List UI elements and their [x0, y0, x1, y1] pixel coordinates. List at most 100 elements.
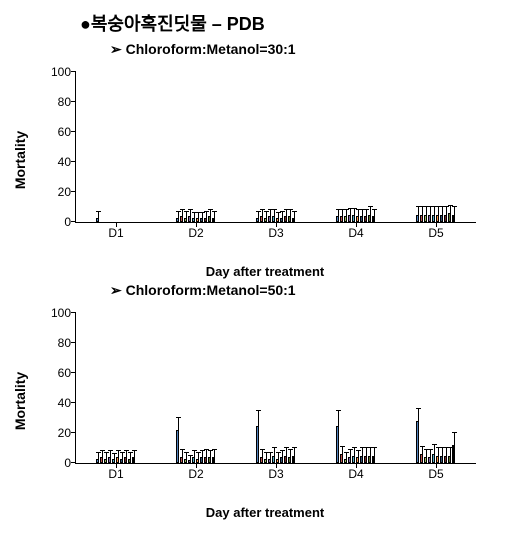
error-bar: [282, 212, 283, 218]
error-cap: [112, 453, 117, 454]
x-tick-mark: [356, 463, 357, 468]
x-axis-label: Day after treatment: [206, 264, 325, 279]
error-bar: [206, 212, 207, 218]
main-title: ●복숭아혹진딧물 – PDB: [80, 10, 519, 36]
error-bar: [274, 448, 275, 456]
error-bar: [450, 448, 451, 456]
error-bar: [278, 213, 279, 218]
error-bar: [426, 450, 427, 458]
error-cap: [188, 455, 193, 456]
error-bar: [202, 213, 203, 218]
bar: [340, 216, 343, 222]
error-cap: [200, 450, 205, 451]
bar: [336, 426, 339, 464]
x-tick-label: D2: [188, 226, 203, 240]
bar: [196, 459, 199, 464]
chart-wrap: MortalityDay after treatment020406080100…: [30, 62, 500, 257]
error-cap: [96, 452, 101, 453]
bar: [108, 457, 111, 463]
error-cap: [344, 452, 349, 453]
bar: [200, 457, 203, 463]
bar: [276, 218, 279, 223]
error-cap: [260, 449, 265, 450]
bar: [284, 216, 287, 222]
error-cap: [420, 446, 425, 447]
error-cap: [280, 450, 285, 451]
bar: [436, 215, 439, 223]
bar: [452, 215, 455, 223]
error-cap: [344, 209, 349, 210]
bar: [360, 216, 363, 222]
bar: [264, 459, 267, 464]
bar: [372, 456, 375, 464]
error-cap: [272, 447, 277, 448]
error-bar: [418, 409, 419, 421]
bar: [200, 218, 203, 223]
error-cap: [416, 408, 421, 409]
bar: [272, 216, 275, 222]
error-cap: [368, 206, 373, 207]
y-tick-label: 60: [41, 125, 71, 139]
error-bar: [354, 448, 355, 456]
error-cap: [292, 211, 297, 212]
error-bar: [278, 453, 279, 459]
error-bar: [262, 450, 263, 458]
y-tick-label: 20: [41, 426, 71, 440]
y-tick-mark: [71, 432, 76, 433]
error-bar: [446, 448, 447, 456]
bar: [432, 215, 435, 223]
error-bar: [294, 448, 295, 456]
x-tick-mark: [116, 222, 117, 227]
error-bar: [438, 448, 439, 456]
bar: [96, 218, 99, 223]
error-cap: [108, 450, 113, 451]
error-bar: [210, 210, 211, 216]
error-bar: [270, 210, 271, 216]
error-bar: [430, 450, 431, 458]
error-bar: [362, 210, 363, 216]
bar: [352, 456, 355, 464]
error-bar: [270, 453, 271, 459]
x-tick-label: D3: [268, 226, 283, 240]
y-axis-label: Mortality: [12, 130, 28, 188]
bar: [440, 215, 443, 223]
error-cap: [128, 452, 133, 453]
bar: [192, 457, 195, 463]
error-cap: [452, 206, 457, 207]
error-bar: [350, 450, 351, 458]
error-bar: [98, 453, 99, 459]
bar: [132, 457, 135, 463]
error-bar: [258, 411, 259, 426]
error-cap: [444, 206, 449, 207]
bar: [196, 218, 199, 223]
error-cap: [372, 209, 377, 210]
error-cap: [184, 211, 189, 212]
bar: [128, 459, 131, 464]
bar: [96, 459, 99, 464]
bar: [116, 457, 119, 463]
error-bar: [190, 456, 191, 461]
bar: [180, 457, 183, 463]
x-tick-mark: [436, 463, 437, 468]
bar: [416, 215, 419, 223]
error-cap: [176, 211, 181, 212]
error-cap: [432, 444, 437, 445]
y-tick-label: 80: [41, 95, 71, 109]
error-bar: [266, 453, 267, 459]
y-tick-label: 100: [41, 306, 71, 320]
bar: [452, 445, 455, 463]
plot-area: 020406080100D1D2D3D4D5: [75, 72, 476, 223]
chart-subtitle: ➢ Chloroform:Metanol=30:1: [110, 41, 519, 58]
error-cap: [272, 209, 277, 210]
error-bar: [210, 451, 211, 457]
error-bar: [346, 210, 347, 216]
error-bar: [342, 447, 343, 455]
y-tick-label: 60: [41, 366, 71, 380]
error-bar: [202, 451, 203, 457]
x-tick-mark: [436, 222, 437, 227]
y-tick-label: 0: [41, 456, 71, 470]
bar: [276, 459, 279, 464]
bar: [424, 215, 427, 223]
error-bar: [262, 210, 263, 216]
error-bar: [362, 448, 363, 456]
